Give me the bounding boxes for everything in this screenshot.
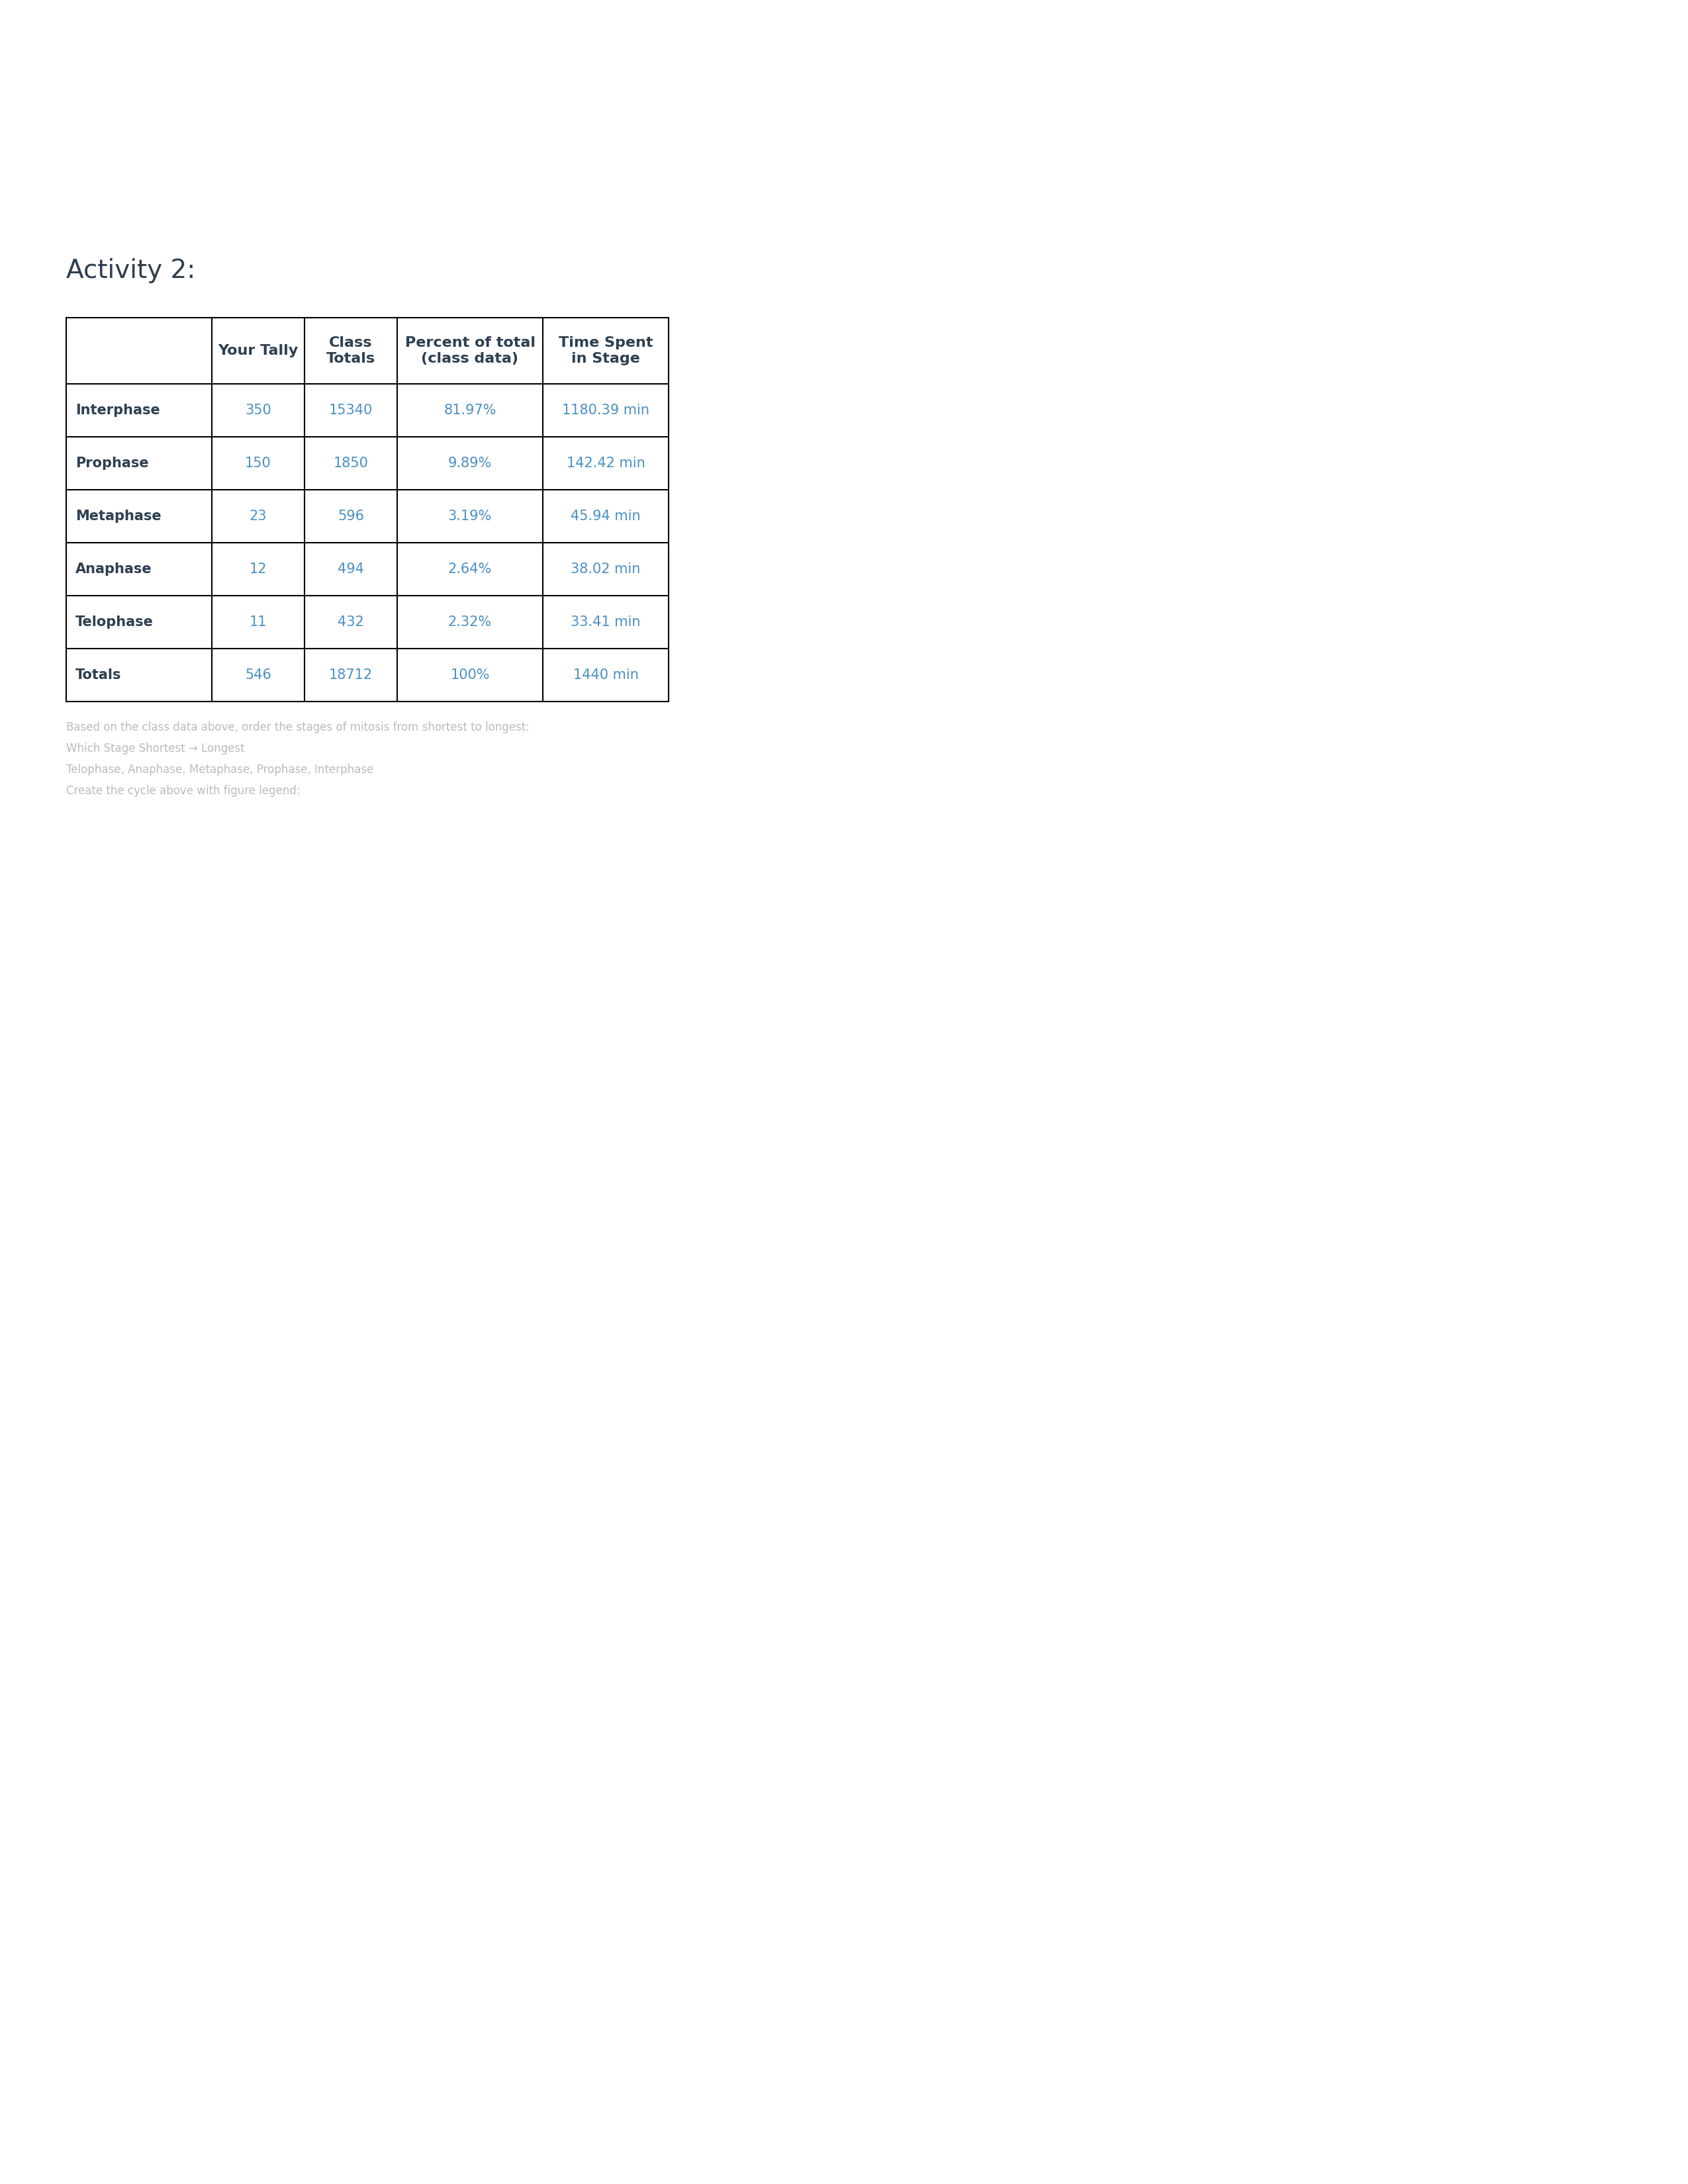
- Text: 1440 min: 1440 min: [572, 668, 638, 681]
- Text: Create the cycle above with figure legend:: Create the cycle above with figure legen…: [66, 784, 300, 797]
- Text: 33.41 min: 33.41 min: [571, 616, 641, 629]
- Text: 150: 150: [245, 456, 272, 470]
- Text: 15340: 15340: [329, 404, 373, 417]
- Text: 142.42 min: 142.42 min: [567, 456, 645, 470]
- Text: 596: 596: [338, 509, 365, 522]
- Text: 2.64%: 2.64%: [447, 563, 491, 577]
- Text: Based on the class data above, order the stages of mitosis from shortest to long: Based on the class data above, order the…: [66, 721, 530, 734]
- Text: 12: 12: [250, 563, 267, 577]
- Text: Anaphase: Anaphase: [76, 563, 152, 577]
- Text: Prophase: Prophase: [76, 456, 149, 470]
- Text: Your Tally: Your Tally: [218, 345, 299, 358]
- Text: Which Stage Shortest → Longest: Which Stage Shortest → Longest: [66, 743, 245, 753]
- Text: 9.89%: 9.89%: [447, 456, 491, 470]
- Text: Activity 2:: Activity 2:: [66, 258, 196, 284]
- Text: 2.32%: 2.32%: [447, 616, 491, 629]
- Text: Interphase: Interphase: [76, 404, 160, 417]
- Bar: [66, 317, 668, 701]
- Text: 11: 11: [250, 616, 267, 629]
- Text: Time Spent
in Stage: Time Spent in Stage: [559, 336, 653, 365]
- Text: Metaphase: Metaphase: [76, 509, 162, 522]
- Text: 494: 494: [338, 563, 365, 577]
- Text: Percent of total
(class data): Percent of total (class data): [405, 336, 535, 365]
- Text: Totals: Totals: [76, 668, 122, 681]
- Text: 45.94 min: 45.94 min: [571, 509, 641, 522]
- Text: 546: 546: [245, 668, 272, 681]
- Text: 23: 23: [250, 509, 267, 522]
- Text: 1180.39 min: 1180.39 min: [562, 404, 650, 417]
- Text: Class
Totals: Class Totals: [326, 336, 375, 365]
- Text: 3.19%: 3.19%: [447, 509, 491, 522]
- Text: 18712: 18712: [329, 668, 373, 681]
- Text: 38.02 min: 38.02 min: [571, 563, 640, 577]
- Text: Telophase: Telophase: [76, 616, 154, 629]
- Text: 1850: 1850: [333, 456, 368, 470]
- Text: 432: 432: [338, 616, 365, 629]
- Text: 350: 350: [245, 404, 272, 417]
- Text: 81.97%: 81.97%: [444, 404, 496, 417]
- Text: Telophase, Anaphase, Metaphase, Prophase, Interphase: Telophase, Anaphase, Metaphase, Prophase…: [66, 764, 373, 775]
- Text: 100%: 100%: [451, 668, 490, 681]
